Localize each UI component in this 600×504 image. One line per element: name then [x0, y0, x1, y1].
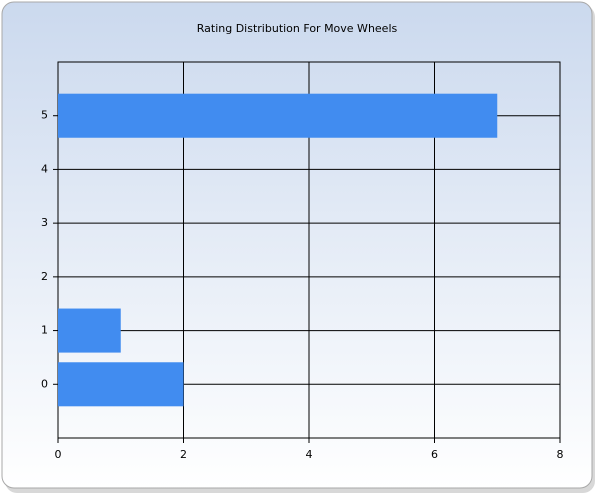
x-tick-label: 0: [55, 448, 62, 461]
y-tick-label: 3: [41, 216, 48, 229]
x-tick-label: 8: [557, 448, 564, 461]
x-tick-label: 4: [306, 448, 313, 461]
x-tick-label: 2: [180, 448, 187, 461]
x-tick-label: 6: [431, 448, 438, 461]
bar: [58, 93, 498, 138]
bar: [58, 362, 184, 407]
y-tick-label: 2: [41, 270, 48, 283]
y-tick-label: 0: [41, 377, 48, 390]
y-tick-label: 4: [41, 162, 48, 175]
bar: [58, 308, 121, 353]
chart-title: Rating Distribution For Move Wheels: [197, 22, 398, 35]
y-tick-label: 5: [41, 109, 48, 122]
panel: [1, 1, 593, 489]
y-tick-label: 1: [41, 324, 48, 337]
plot-border: [57, 61, 561, 439]
